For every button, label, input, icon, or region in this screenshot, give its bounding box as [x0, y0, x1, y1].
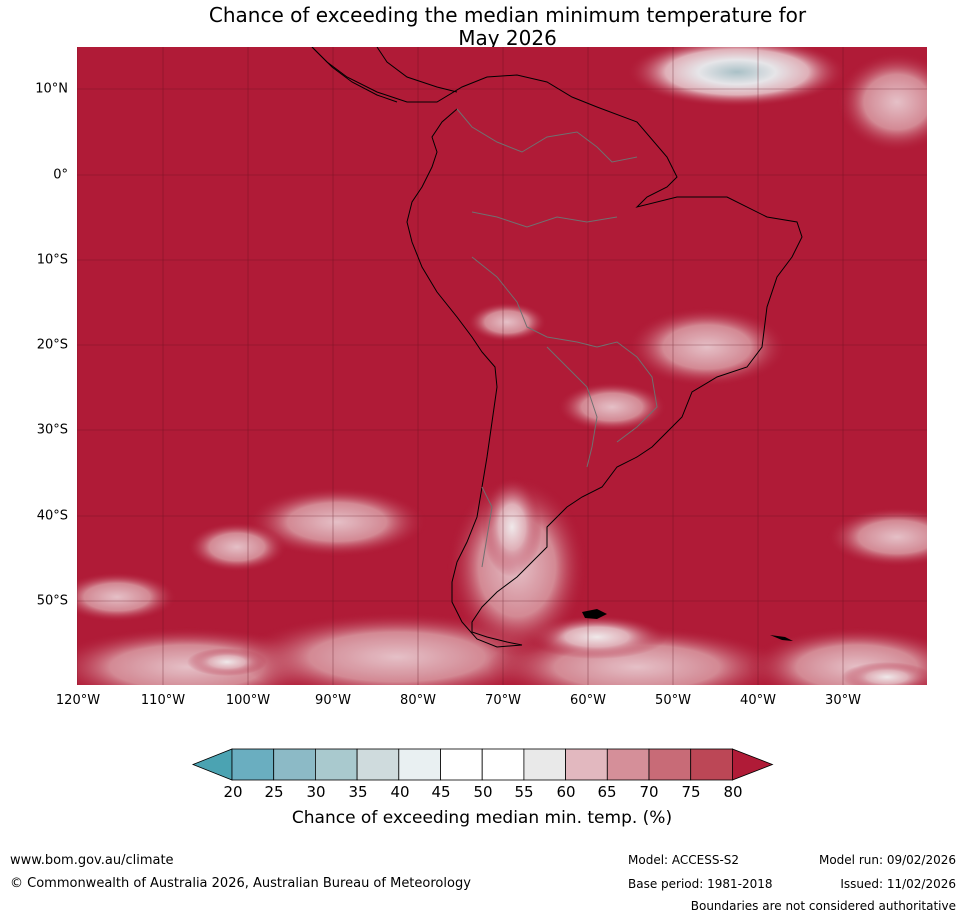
colorbar-tick: 50 — [473, 783, 493, 801]
colorbar-tick: 80 — [723, 783, 743, 801]
lon-label-90w: 90°W — [315, 693, 351, 708]
lon-label-110w: 110°W — [140, 693, 186, 708]
colorbar-tick: 35 — [348, 783, 368, 801]
lon-label-100w: 100°W — [225, 693, 271, 708]
lon-label-30w: 30°W — [825, 693, 861, 708]
colorbar-arrow-low — [191, 748, 233, 781]
map-area — [77, 47, 927, 685]
lat-label-10s: 10°S — [36, 252, 68, 268]
lat-label-30s: 30°S — [36, 422, 68, 438]
colorbar — [191, 748, 774, 781]
lon-label-60w: 60°W — [570, 693, 606, 708]
country-borders — [456, 108, 658, 568]
colorbar-tick: 45 — [431, 783, 451, 801]
colorbar-tick: 30 — [306, 783, 326, 801]
colorbar-segment — [481, 748, 525, 781]
colorbar-segment — [315, 748, 358, 781]
title-line-2: May 2026 — [458, 26, 557, 50]
colorbar-segments — [191, 748, 774, 781]
colorbar-segment — [690, 748, 733, 781]
lon-label-80w: 80°W — [400, 693, 436, 708]
colorbar-tick: 60 — [556, 783, 576, 801]
colorbar-title: Chance of exceeding median min. temp. (%… — [291, 808, 673, 828]
probability-map — [77, 47, 927, 685]
colorbar-segment — [356, 748, 400, 781]
lat-label-40s: 40°S — [36, 508, 68, 524]
title-line-1: Chance of exceeding the median minimum t… — [208, 3, 807, 27]
footer-copyright: © Commonwealth of Australia 2026, Austra… — [10, 876, 471, 891]
lat-label-0: 0° — [53, 167, 68, 183]
map-title: Chance of exceeding the median minimum t… — [0, 4, 965, 50]
lon-label-70w: 70°W — [485, 693, 521, 708]
colorbar-tick: 75 — [681, 783, 701, 801]
colorbar-segment — [231, 748, 275, 781]
colorbar-tick: 65 — [597, 783, 617, 801]
colorbar-segment — [648, 748, 692, 781]
lat-label-10n: 10°N — [35, 81, 68, 97]
colorbar-tick: 40 — [390, 783, 410, 801]
footer-base-period: Base period: 1981-2018 — [628, 877, 773, 891]
colorbar-segment — [523, 748, 566, 781]
falkland-islands — [582, 609, 607, 619]
anomaly-patches — [77, 47, 927, 685]
lon-label-120w: 120°W — [55, 693, 101, 708]
lat-label-50s: 50°S — [36, 593, 68, 609]
colorbar-tick: 70 — [639, 783, 659, 801]
lon-label-50w: 50°W — [655, 693, 691, 708]
south-georgia — [770, 635, 793, 641]
coastline-south-america — [311, 47, 803, 648]
footer-website: www.bom.gov.au/climate — [10, 853, 174, 868]
colorbar-arrow-high — [732, 748, 774, 781]
footer-issued: Issued: 11/02/2026 — [840, 877, 956, 891]
coastline-central-america — [311, 47, 458, 103]
colorbar-segment — [606, 748, 650, 781]
footer-model: Model: ACCESS-S2 — [628, 853, 740, 867]
colorbar-segment — [398, 748, 441, 781]
footer-model-run: Model run: 09/02/2026 — [818, 853, 956, 867]
colorbar-tick: 25 — [264, 783, 284, 801]
colorbar-tick: 20 — [223, 783, 243, 801]
colorbar-segment — [273, 748, 316, 781]
colorbar-segment — [565, 748, 608, 781]
lat-label-20s: 20°S — [36, 337, 68, 353]
footer-disclaimer: Boundaries are not considered authoritat… — [690, 899, 956, 913]
colorbar-tick: 55 — [514, 783, 534, 801]
lon-label-40w: 40°W — [740, 693, 776, 708]
colorbar-segment — [440, 748, 483, 781]
graticule — [77, 47, 927, 685]
